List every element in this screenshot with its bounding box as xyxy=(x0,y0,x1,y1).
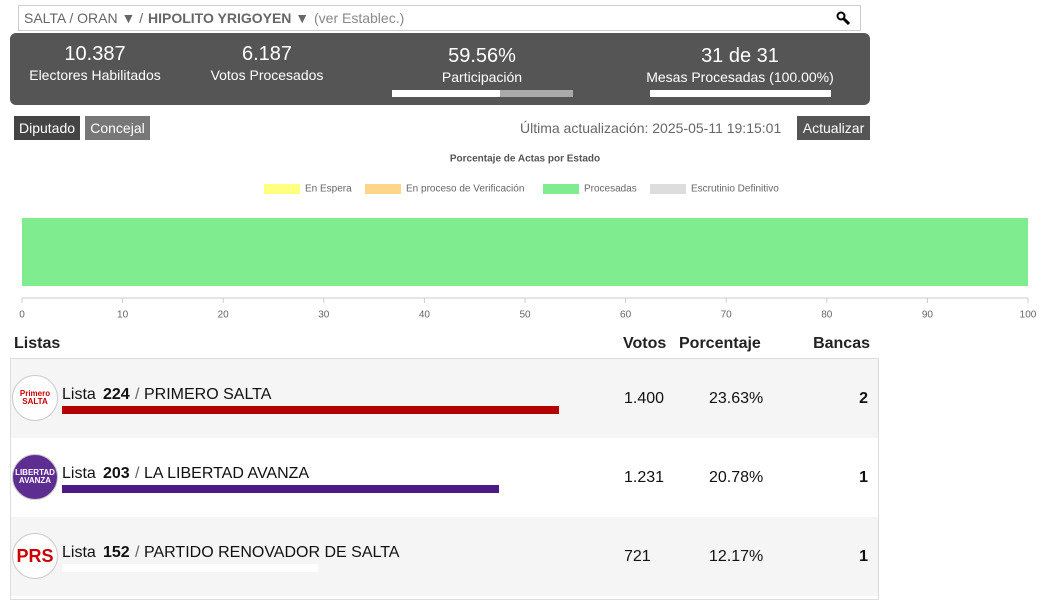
party-logo: LIBERTAD AVANZA xyxy=(12,454,58,500)
breadcrumb-path[interactable]: SALTA / ORAN ▼ / xyxy=(24,10,144,26)
stat-value: 31 de 31 xyxy=(701,45,779,67)
legend-swatch xyxy=(543,184,579,194)
percent: 23.63% xyxy=(709,390,764,407)
chart-title: Porcentaje de Actas por Estado xyxy=(450,154,600,165)
votes: 1.231 xyxy=(624,469,665,486)
x-tick-label: 60 xyxy=(620,310,632,321)
x-tick-label: 10 xyxy=(117,310,129,321)
stat-value: 6.187 xyxy=(241,43,293,65)
votes: 1.400 xyxy=(624,390,665,407)
list-name: LA LIBERTAD AVANZA xyxy=(144,465,310,482)
party-logo: PRS xyxy=(12,533,58,579)
x-tick-label: 0 xyxy=(19,310,25,321)
x-tick-label: 50 xyxy=(519,310,531,321)
x-tick-label: 30 xyxy=(318,310,330,321)
list-number: 224 xyxy=(103,386,130,403)
bancas: 1 xyxy=(859,469,868,486)
list-name: PRIMERO SALTA xyxy=(144,386,272,403)
stats-panel: 10.387 Electores Habilitados 6.187 Votos Pr… xyxy=(10,33,870,105)
bancas: 2 xyxy=(859,390,868,407)
list-number: 203 xyxy=(103,465,130,482)
bancas: 1 xyxy=(859,548,868,565)
x-tick-label: 90 xyxy=(922,310,934,321)
x-tick-label: 40 xyxy=(419,310,431,321)
x-tick-label: 100 xyxy=(1020,310,1037,321)
stat-value: 59.56% xyxy=(448,45,516,67)
search-icon[interactable] xyxy=(836,11,850,25)
list-name: PARTIDO RENOVADOR DE SALTA xyxy=(144,544,400,561)
table-header: Listas xyxy=(14,335,61,352)
votes: 721 xyxy=(624,548,651,565)
legend-label: En Espera xyxy=(305,184,352,195)
table-header: Votos xyxy=(623,335,667,352)
x-tick-label: 70 xyxy=(721,310,733,321)
chart: Porcentaje de Actas por Estado En Espera… xyxy=(19,154,1037,321)
percent: 12.17% xyxy=(709,548,764,565)
list-word: Lista xyxy=(62,465,96,482)
separator: / xyxy=(135,386,140,403)
progress-fill xyxy=(392,90,500,97)
list-word: Lista xyxy=(62,544,96,561)
x-tick-label: 80 xyxy=(821,310,833,321)
breadcrumb-current[interactable]: HIPOLITO YRIGOYEN ▼ xyxy=(148,10,310,26)
table-row: PRS Lista 152 /PARTIDO RENOVADOR DE SALTA 72… xyxy=(11,517,878,596)
legend-label: Escrutinio Definitivo xyxy=(691,184,779,195)
separator: / xyxy=(135,544,140,561)
table-header: Bancas xyxy=(813,335,870,352)
progress-fill xyxy=(650,90,831,97)
vote-bar xyxy=(62,485,499,493)
legend-swatch xyxy=(264,184,300,194)
table-body: Primero SALTA Lista 224/PRIMERO SALTA 1.400… xyxy=(10,358,879,600)
bar-segment xyxy=(22,218,1028,286)
tab[interactable]: Concejal xyxy=(85,116,150,140)
party-logo: Primero SALTA xyxy=(12,375,58,421)
search-bar[interactable]: SALTA / ORAN ▼ / HIPOLITO YRIGOYEN ▼ (ve… xyxy=(18,5,861,31)
stat-label: Votos Procesados xyxy=(210,67,324,83)
percent: 20.78% xyxy=(709,469,764,486)
separator: / xyxy=(135,465,140,482)
vote-bar xyxy=(62,564,318,572)
last-update: Última actualización: 2025-05-11 19:15:0… xyxy=(520,120,782,136)
legend-swatch xyxy=(365,184,401,194)
stat-label: Mesas Procesadas (100.00%) xyxy=(646,69,834,85)
stat-label: Electores Habilitados xyxy=(29,67,161,83)
legend-label: En proceso de Verificación xyxy=(406,184,524,195)
update-button[interactable]: Actualizar xyxy=(797,116,870,140)
tab[interactable]: Diputado xyxy=(14,116,80,140)
list-number: 152 xyxy=(103,544,130,561)
legend-label: Procesadas xyxy=(584,184,637,195)
vote-bar xyxy=(62,406,559,414)
stat-value: 10.387 xyxy=(64,43,126,65)
table-row: Primero SALTA Lista 224 /PRIMERO SALTA 1.400… xyxy=(11,359,878,438)
legend-swatch xyxy=(650,184,686,194)
table-header: Porcentaje xyxy=(679,335,761,352)
list-word: Lista xyxy=(62,386,96,403)
table-row: LIBERTAD AVANZA Lista 203 /LA LIBERTAD AVAN… xyxy=(11,438,878,517)
x-tick-label: 20 xyxy=(218,310,230,321)
stat-label: Participación xyxy=(441,69,523,85)
breadcrumb-link[interactable]: (ver Establec.) xyxy=(314,10,405,26)
